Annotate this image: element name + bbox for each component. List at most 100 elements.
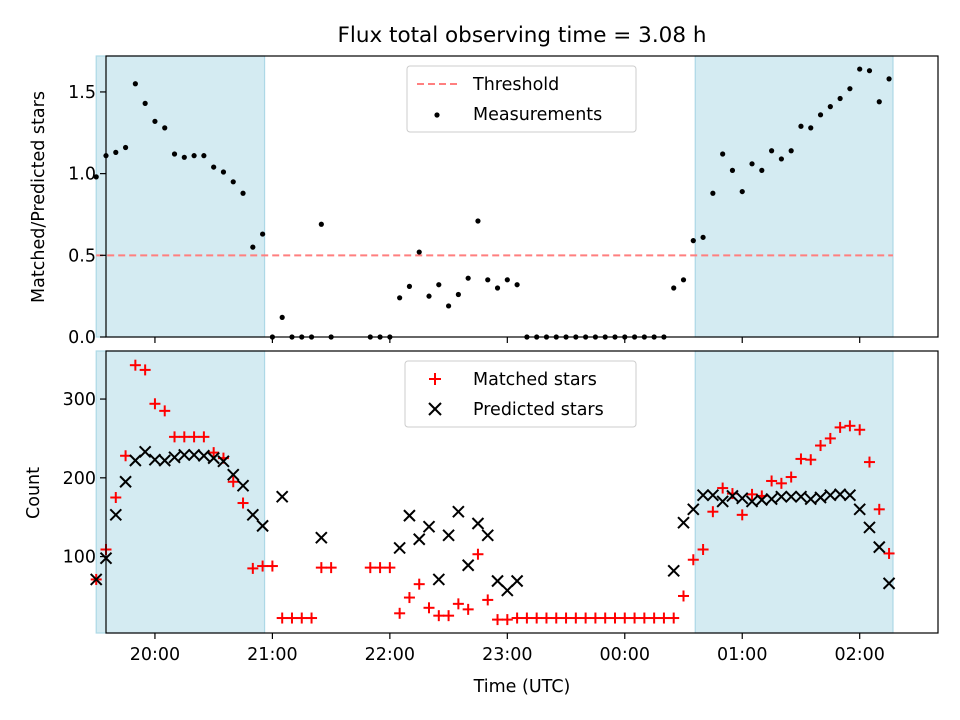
matched-star-marker bbox=[550, 612, 562, 624]
matched-star-marker bbox=[374, 562, 386, 574]
predicted-star-marker bbox=[197, 449, 211, 462]
matched-star-marker bbox=[433, 610, 445, 622]
measurement-point bbox=[680, 277, 687, 283]
predicted-star-marker bbox=[706, 488, 720, 502]
matched-star-marker bbox=[403, 592, 415, 604]
predicted-legend-label: Predicted stars bbox=[473, 400, 604, 420]
predicted-star-marker bbox=[736, 492, 749, 505]
matched-star-marker bbox=[815, 440, 827, 452]
measurement-point bbox=[739, 188, 745, 195]
measurement-point bbox=[485, 277, 491, 283]
matched-star-marker bbox=[276, 612, 288, 624]
predicted-star-marker bbox=[853, 503, 866, 516]
predicted-star-marker bbox=[814, 491, 827, 504]
predicted-star-marker bbox=[765, 492, 778, 506]
measurement-point bbox=[406, 283, 413, 289]
predicted-star-marker bbox=[315, 531, 328, 544]
predicted-legend-swatch bbox=[428, 402, 442, 416]
predicted-star-marker bbox=[129, 454, 142, 467]
predicted-star-marker bbox=[187, 448, 201, 462]
top-y-tick-label: 0.5 bbox=[68, 246, 96, 266]
predicted-star-marker bbox=[824, 488, 837, 502]
measurement-point bbox=[769, 148, 775, 154]
matched-star-marker bbox=[785, 471, 797, 483]
matched-star-marker bbox=[306, 612, 318, 624]
measurement-point bbox=[494, 285, 501, 291]
measurement-point bbox=[798, 123, 804, 129]
measurement-point bbox=[808, 125, 814, 131]
matched-star-marker bbox=[149, 398, 161, 410]
predicted-star-marker bbox=[794, 490, 808, 503]
matched-star-marker bbox=[805, 454, 817, 466]
x-tick-label: 02:00 bbox=[834, 645, 884, 665]
measurement-point bbox=[211, 164, 217, 170]
measurement-point bbox=[181, 154, 187, 160]
measurement-point bbox=[279, 314, 285, 320]
measurement-point bbox=[260, 231, 266, 237]
x-tick-label: 20:00 bbox=[130, 645, 180, 665]
matched-star-marker bbox=[159, 405, 171, 417]
bottom-shaded-interval bbox=[95, 350, 266, 634]
matched-star-marker bbox=[717, 482, 729, 494]
predicted-star-marker bbox=[843, 488, 857, 502]
matched-star-marker bbox=[443, 610, 455, 622]
matched-star-marker bbox=[570, 612, 582, 624]
measurement-point bbox=[475, 218, 481, 224]
x-tick-label: 00:00 bbox=[600, 645, 650, 665]
predicted-star-marker bbox=[755, 493, 769, 507]
x-tick-label: 21:00 bbox=[247, 645, 297, 665]
matched-star-marker bbox=[237, 497, 249, 509]
measurements-legend-swatch bbox=[434, 112, 440, 118]
matched-star-marker bbox=[394, 607, 406, 619]
matched-star-marker bbox=[599, 612, 611, 624]
measurement-point bbox=[857, 66, 863, 72]
predicted-star-marker bbox=[716, 495, 729, 508]
predicted-star-marker bbox=[158, 454, 171, 467]
measurement-point bbox=[827, 104, 833, 110]
measurement-point bbox=[847, 86, 853, 92]
predicted-star-marker bbox=[138, 445, 152, 459]
top-legend-box bbox=[406, 65, 637, 133]
matched-star-marker bbox=[286, 612, 298, 624]
matched-star-marker bbox=[266, 560, 278, 572]
predicted-star-marker bbox=[246, 508, 260, 522]
matched-star-marker bbox=[678, 590, 690, 602]
matched-star-marker bbox=[169, 431, 181, 443]
measurement-point bbox=[220, 169, 227, 175]
bottom-x-axis: 20:00 21:00 22:00 23:00 00:00 01:00 02:00 bbox=[130, 633, 885, 665]
measurement-point bbox=[426, 293, 432, 299]
predicted-star-marker bbox=[863, 521, 876, 534]
matched-star-marker bbox=[364, 562, 376, 574]
bottom-axes-frame bbox=[105, 350, 939, 634]
predicted-star-marker bbox=[481, 529, 494, 542]
predicted-stars-layer bbox=[90, 445, 896, 597]
matched-star-marker bbox=[580, 612, 592, 624]
predicted-star-marker bbox=[109, 508, 122, 522]
x-tick-label: 23:00 bbox=[482, 645, 532, 665]
measurement-point bbox=[230, 179, 236, 185]
predicted-star-marker bbox=[745, 495, 759, 508]
top-y-axis: 0.0 0.5 1.0 1.5 bbox=[68, 83, 106, 348]
measurements-legend-label: Measurements bbox=[473, 105, 602, 125]
measurement-point bbox=[113, 149, 119, 155]
predicted-star-marker bbox=[491, 574, 504, 588]
top-legend: Threshold Measurements bbox=[406, 65, 637, 133]
measurement-point bbox=[455, 291, 461, 298]
predicted-star-marker bbox=[510, 574, 524, 588]
measurement-point bbox=[759, 167, 765, 173]
matched-star-marker bbox=[521, 612, 533, 624]
matched-star-marker bbox=[824, 432, 836, 444]
matched-legend-label: Matched stars bbox=[473, 370, 597, 390]
measurement-point bbox=[720, 151, 726, 157]
matched-star-marker bbox=[873, 503, 885, 515]
matched-star-marker bbox=[452, 598, 464, 610]
measurement-point bbox=[778, 156, 784, 162]
predicted-star-marker bbox=[452, 505, 465, 518]
matched-star-marker bbox=[629, 612, 641, 624]
predicted-star-marker bbox=[696, 488, 710, 502]
measurement-point bbox=[397, 295, 403, 301]
bottom-y-tick-label: 100 bbox=[63, 548, 96, 568]
matched-star-marker bbox=[257, 560, 269, 572]
matched-star-marker bbox=[668, 612, 680, 624]
